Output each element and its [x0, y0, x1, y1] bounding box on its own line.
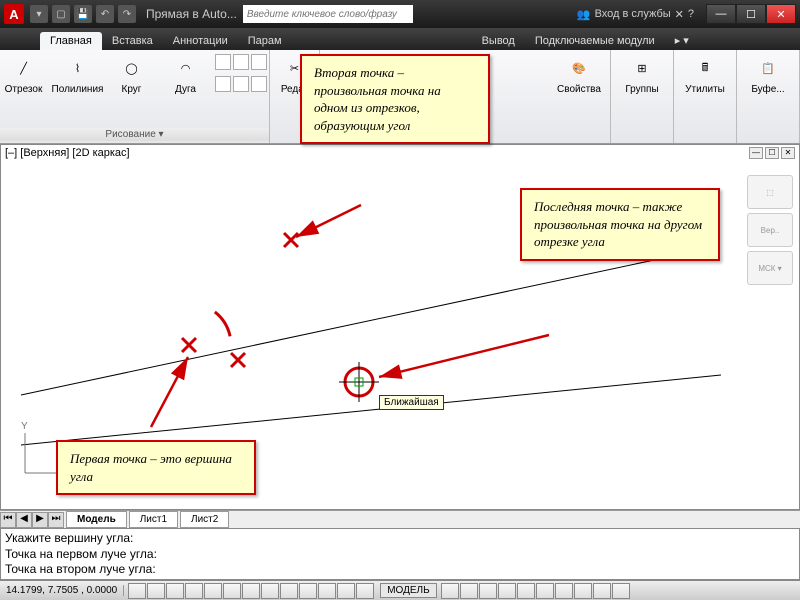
draw-mini-tools[interactable]	[215, 54, 271, 95]
panel-properties[interactable]: 🎨Свойства	[548, 50, 611, 143]
panel-clipboard[interactable]: 📋Буфе...	[737, 50, 800, 143]
tab-insert[interactable]: Вставка	[102, 32, 163, 50]
tab-home[interactable]: Главная	[40, 32, 102, 50]
tab-param[interactable]: Парам	[238, 32, 292, 50]
qat-save-icon[interactable]: 💾	[74, 5, 92, 23]
people-icon[interactable]: 👥	[577, 8, 591, 21]
sheet-next[interactable]: ▶	[32, 512, 48, 528]
app-logo[interactable]: A	[4, 4, 24, 24]
maximize-button[interactable]: ☐	[736, 4, 766, 24]
qat-new-icon[interactable]: ▾	[30, 5, 48, 23]
panel-groups[interactable]: ⊞Группы	[611, 50, 674, 143]
help-icon[interactable]: ?	[688, 8, 694, 20]
sheet-1[interactable]: Лист1	[129, 511, 178, 528]
callout-last-point: Последняя точка – также произвольная точ…	[520, 188, 720, 261]
tool-polyline[interactable]: ⌇Полилиния	[53, 54, 103, 95]
panel-draw: ╱Отрезок ⌇Полилиния ◯Круг ◠Дуга Рисовани…	[0, 50, 270, 143]
exchange-icon[interactable]: ✕	[675, 8, 684, 21]
status-bar: 14.1799, 7.7505 , 0.0000 МОДЕЛЬ	[0, 580, 800, 600]
tab-more[interactable]: ▸ ▾	[665, 31, 699, 50]
tool-circle[interactable]: ◯Круг	[107, 54, 157, 95]
login-link[interactable]: Вход в службы	[595, 8, 671, 20]
coords-display[interactable]: 14.1799, 7.7505 , 0.0000	[0, 585, 124, 596]
callout-second-point: Вторая точка – произвольная точка на одн…	[300, 54, 490, 144]
tool-line[interactable]: ╱Отрезок	[0, 54, 49, 95]
sheet-first[interactable]: ⏮	[0, 512, 16, 528]
ucs-widget[interactable]: МСК ▾	[747, 251, 793, 285]
tool-arc[interactable]: ◠Дуга	[161, 54, 211, 95]
quick-access-toolbar: ▾ ▢ 💾 ↶ ↷	[30, 5, 136, 23]
svg-text:Y: Y	[21, 421, 28, 432]
model-space-toggle[interactable]: МОДЕЛЬ	[380, 583, 436, 598]
qat-redo-icon[interactable]: ↷	[118, 5, 136, 23]
window-title: Прямая в Auto...	[146, 7, 237, 21]
tab-plugins[interactable]: Подключаемые модули	[525, 32, 665, 50]
title-bar: A ▾ ▢ 💾 ↶ ↷ Прямая в Auto... 👥 Вход в сл…	[0, 0, 800, 28]
viewcube[interactable]: ⬚	[747, 175, 793, 209]
status-right[interactable]	[441, 583, 630, 599]
sheet-prev[interactable]: ◀	[16, 512, 32, 528]
sheet-2[interactable]: Лист2	[180, 511, 229, 528]
command-line[interactable]: Укажите вершину угла: Точка на первом лу…	[0, 528, 800, 580]
callout-first-point: Первая точка – это вершина угла	[56, 440, 256, 495]
sheet-tabs: ⏮◀▶⏭ Модель Лист1 Лист2	[0, 510, 800, 528]
ribbon-tabs: Главная Вставка Аннотации Парам Вывод По…	[0, 28, 800, 50]
navbar[interactable]: Вер..	[747, 213, 793, 247]
panel-utilities[interactable]: 🖩Утилиты	[674, 50, 737, 143]
minimize-button[interactable]: —	[706, 4, 736, 24]
tab-annotations[interactable]: Аннотации	[163, 32, 238, 50]
sheet-last[interactable]: ⏭	[48, 512, 64, 528]
tab-output[interactable]: Вывод	[472, 32, 525, 50]
search-input[interactable]	[243, 5, 413, 23]
qat-open-icon[interactable]: ▢	[52, 5, 70, 23]
snap-tooltip: Ближайшая	[379, 395, 444, 410]
qat-undo-icon[interactable]: ↶	[96, 5, 114, 23]
close-button[interactable]: ✕	[766, 4, 796, 24]
sheet-model[interactable]: Модель	[66, 511, 127, 528]
status-toggles[interactable]	[128, 583, 374, 599]
